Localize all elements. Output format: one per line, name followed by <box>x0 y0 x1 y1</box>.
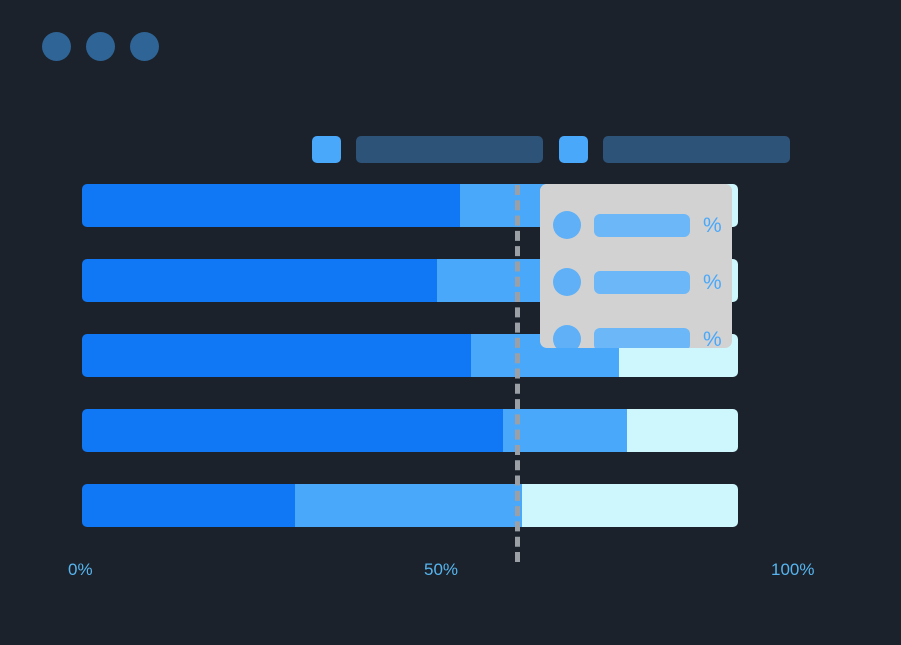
skeleton-dot-icon <box>130 32 159 61</box>
chart-tooltip: % % % <box>540 184 732 348</box>
header-skeleton-group <box>42 32 159 61</box>
bar-segment-series-2 <box>460 184 555 227</box>
tooltip-value-skeleton <box>594 270 690 294</box>
bar-row[interactable] <box>82 484 738 527</box>
series-dot-icon <box>553 211 581 239</box>
tooltip-value-skeleton <box>594 327 690 348</box>
chart-plot-area <box>82 184 738 552</box>
bar-row[interactable] <box>82 409 738 452</box>
bar-segment-series-2 <box>295 484 522 527</box>
tooltip-row-divider <box>540 304 732 317</box>
bar-segment-series-1 <box>82 334 471 377</box>
series-dot-icon <box>553 325 581 348</box>
bar-segment-series-1 <box>82 484 295 527</box>
legend-label-skeleton <box>356 136 543 163</box>
series-dot-icon <box>553 268 581 296</box>
legend-label-skeleton <box>603 136 790 163</box>
axis-tick-label: 100% <box>771 560 815 579</box>
tooltip-row: % <box>540 260 732 304</box>
legend-item-1[interactable] <box>312 136 543 163</box>
skeleton-dot-icon <box>86 32 115 61</box>
bar-segment-series-1 <box>82 259 437 302</box>
tooltip-header-skeleton <box>540 184 732 203</box>
tooltip-unit-label: % <box>703 213 722 237</box>
legend-swatch-icon <box>559 136 588 163</box>
bar-segment-series-3 <box>522 484 738 527</box>
bar-segment-series-2 <box>503 409 627 452</box>
legend-swatch-icon <box>312 136 341 163</box>
tooltip-row-divider <box>540 247 732 260</box>
x-axis: 0% 50% 100% <box>0 560 901 590</box>
tooltip-value-skeleton <box>594 213 690 237</box>
tooltip-row: % <box>540 203 732 247</box>
threshold-line <box>515 185 520 562</box>
bar-segment-series-1 <box>82 184 460 227</box>
skeleton-dot-icon <box>42 32 71 61</box>
axis-tick-label: 0% <box>68 560 93 579</box>
tooltip-unit-label: % <box>703 270 722 294</box>
tooltip-row: % <box>540 317 732 348</box>
legend-item-2[interactable] <box>559 136 790 163</box>
bar-segment-series-1 <box>82 409 503 452</box>
bar-segment-series-3 <box>627 409 738 452</box>
bar-segment-series-2 <box>437 259 555 302</box>
axis-tick-label: 50% <box>424 560 459 579</box>
tooltip-unit-label: % <box>703 327 722 349</box>
chart-legend <box>312 136 790 163</box>
